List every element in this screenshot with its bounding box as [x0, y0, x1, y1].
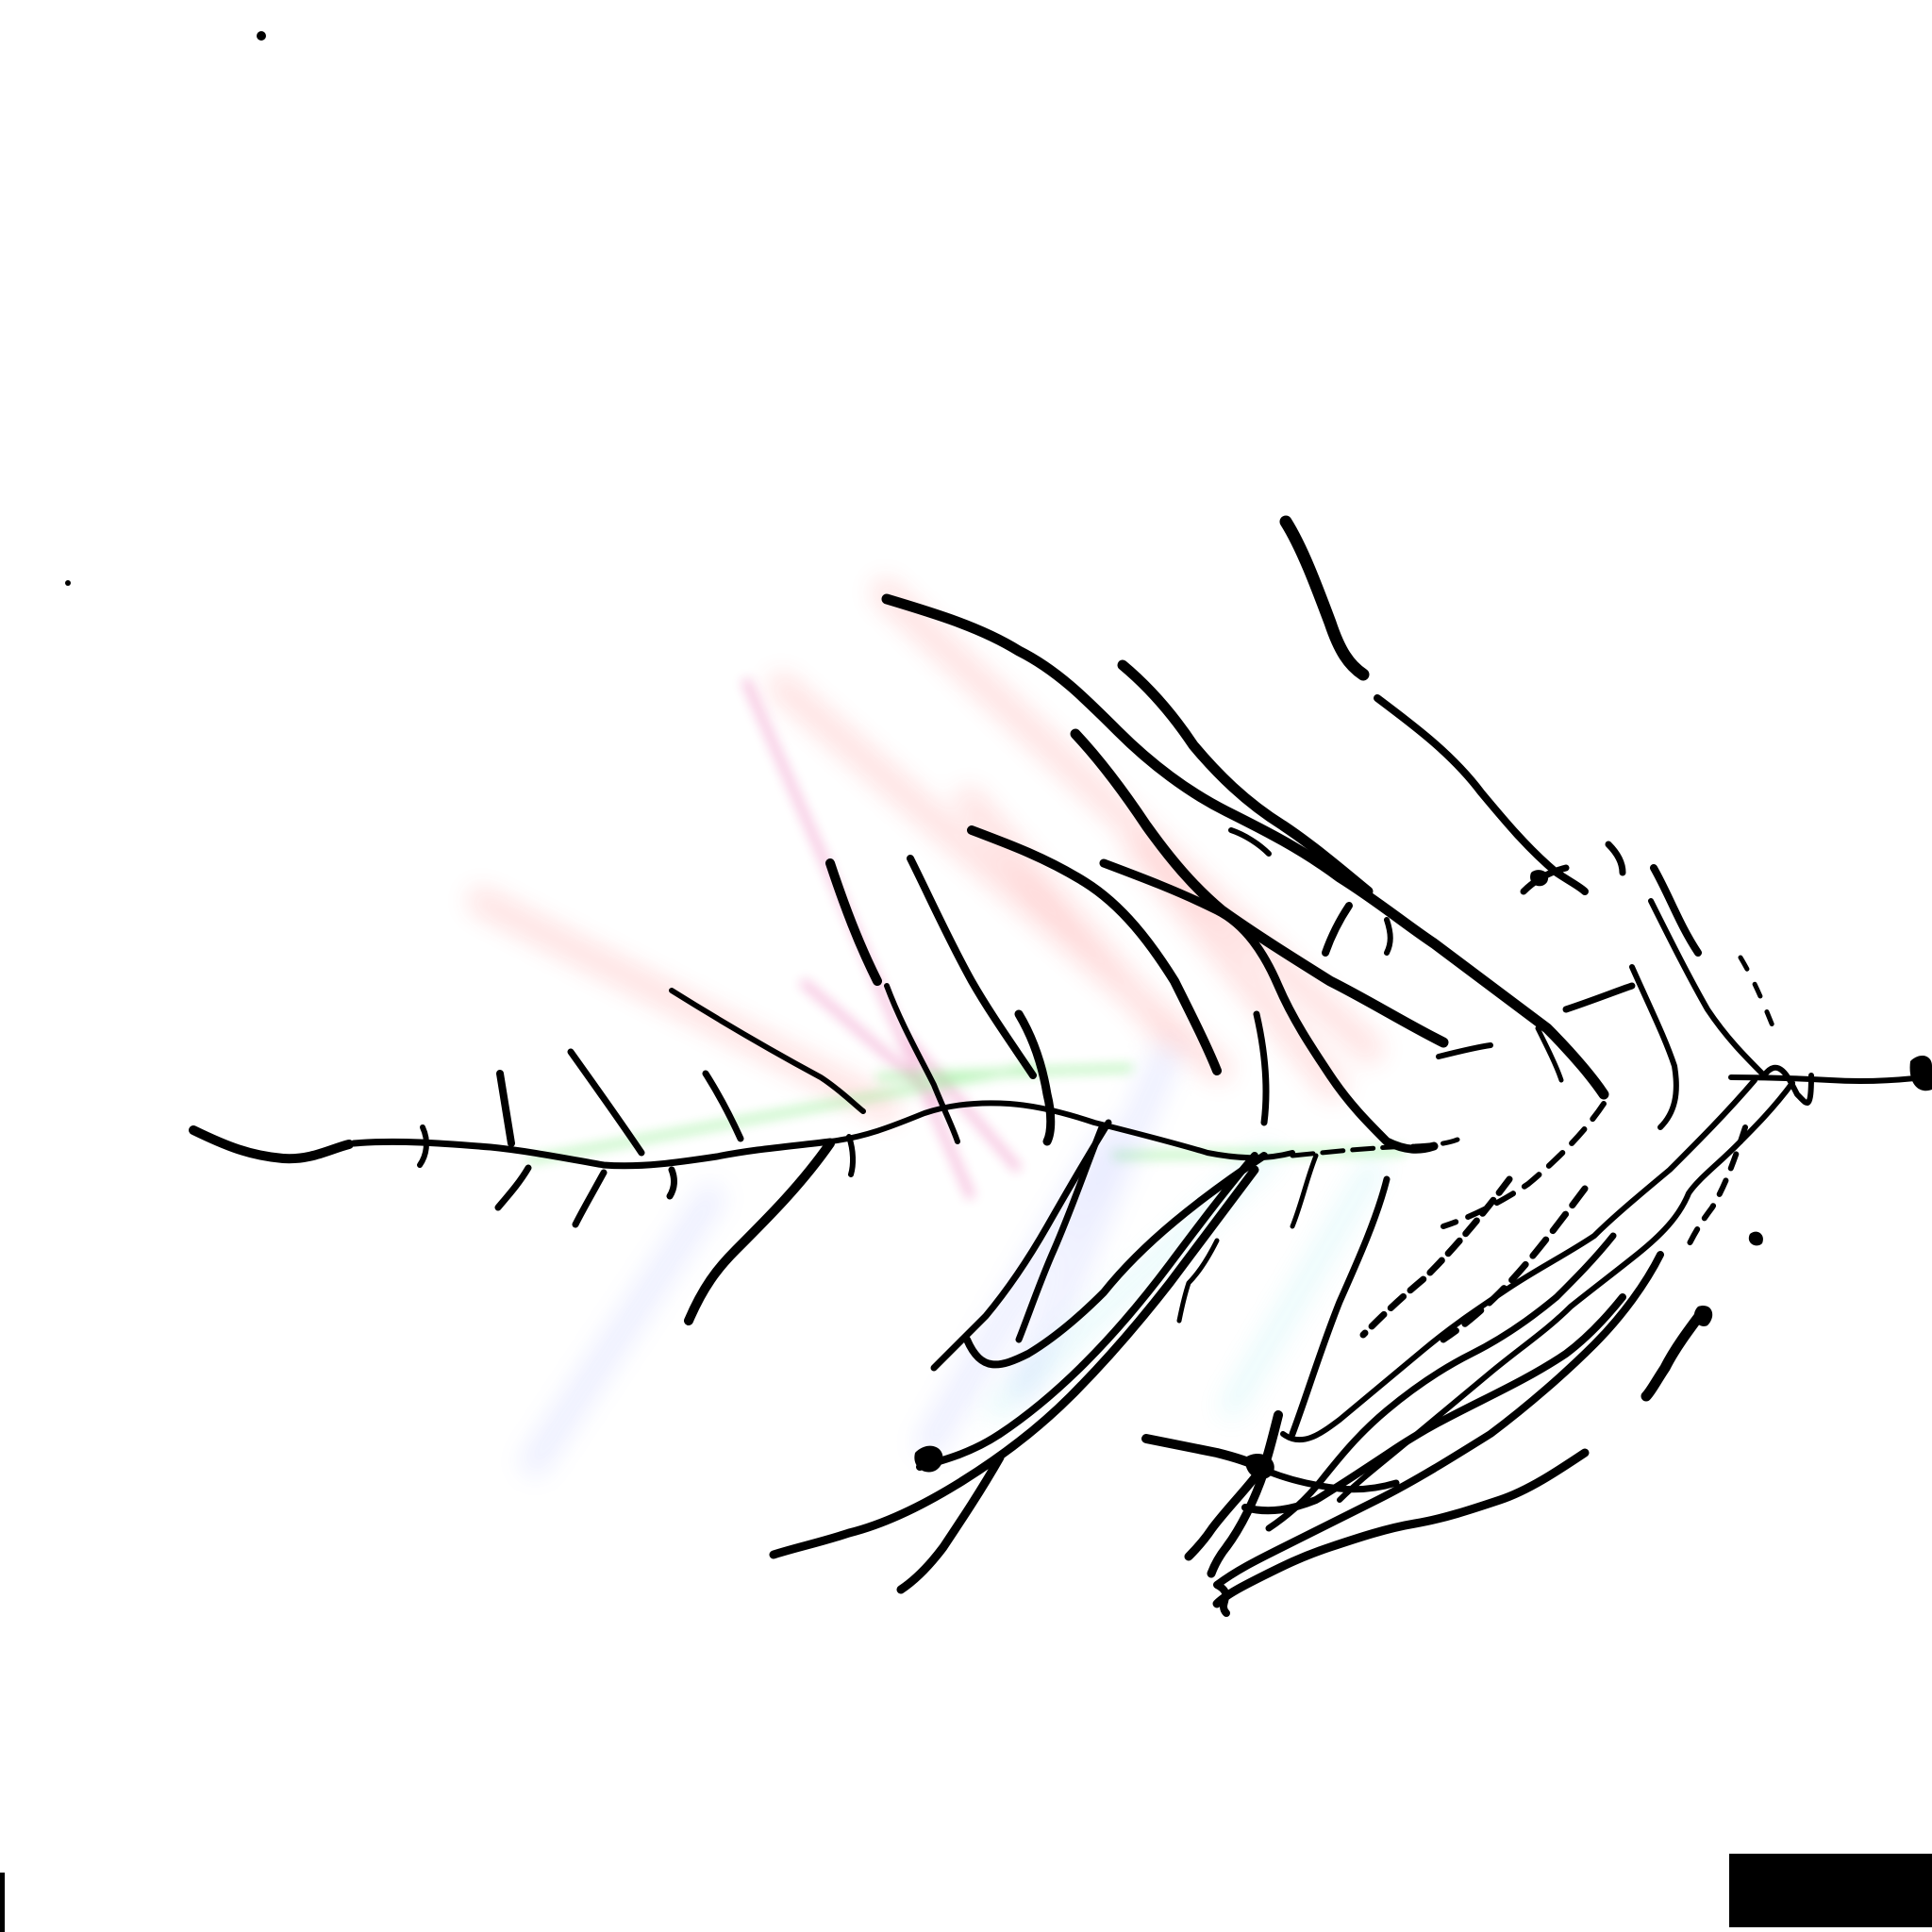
- spine-7: [572, 1169, 608, 1228]
- lower-fan-6: [1212, 1448, 1590, 1608]
- varicosity-4: [1530, 870, 1549, 887]
- soma-cluster-arm-e: [1265, 1468, 1400, 1493]
- mid-lower-branch-k: [1440, 1185, 1589, 1343]
- mid-lower-branch-f: [896, 1453, 1005, 1594]
- red-glow-streaks: [466, 576, 1385, 1123]
- lower-fan-5: [1213, 1251, 1664, 1617]
- mid-lower-branch-g: [1176, 1238, 1220, 1324]
- right-branch-f: [1436, 1042, 1493, 1059]
- varicosity-2: [1244, 1453, 1274, 1479]
- orientation-glow-layer: [466, 576, 1407, 1479]
- upper-branch-h: [1014, 1009, 1056, 1146]
- right-branch-e: [1562, 982, 1636, 1013]
- upper-branch-b: [1117, 659, 1374, 897]
- spine-4: [669, 988, 866, 1114]
- right-branch-g: [1535, 1025, 1564, 1083]
- right-branch-b: [1605, 841, 1626, 876]
- dendrite-tracing: [65, 31, 1932, 1617]
- top-right-branch: [1279, 515, 1370, 681]
- upper-branch-g-low: [884, 983, 960, 1144]
- lower-fan-8: [1686, 1124, 1748, 1248]
- spine-6: [494, 1164, 532, 1211]
- mid-lower-branch-a: [930, 1119, 1112, 1372]
- magenta-glow-streaks: [741, 677, 1023, 1200]
- upper-branch-c-spur: [1228, 827, 1272, 857]
- upper-branch-f: [907, 855, 1037, 1079]
- lower-left-branch: [684, 1139, 835, 1325]
- soma-axis: [1728, 1074, 1918, 1085]
- mid-lower-branch-i: [1289, 1175, 1391, 1438]
- mid-lower-branch-c: [963, 1152, 1268, 1369]
- lower-fan-1: [1280, 1077, 1757, 1443]
- soma-cluster-arm-d: [1207, 1467, 1269, 1578]
- top-right-branch-mid: [1374, 694, 1589, 895]
- cyan-glow-streaks: [984, 1143, 1386, 1423]
- mid-lower-branch-h: [1290, 1153, 1319, 1229]
- varicosity-5: [1748, 1231, 1763, 1246]
- spine-5: [417, 1124, 429, 1168]
- upper-branch-d: [967, 825, 1222, 1075]
- varicosity-1: [914, 1445, 943, 1473]
- lower-fan-4: [1241, 1293, 1626, 1515]
- spine-1: [496, 1070, 515, 1147]
- spine-2: [567, 1048, 645, 1157]
- upper-branch-i: [1253, 1010, 1270, 1126]
- lower-fan-9: [1441, 1101, 1607, 1229]
- lower-left-branch-stub: [846, 1134, 857, 1177]
- scale-bar: [1729, 1854, 1932, 1927]
- blue-glow-streaks: [518, 1041, 1181, 1479]
- mid-lower-branch-e: [769, 1165, 1259, 1559]
- top-right-branch-knot-b: [1384, 917, 1393, 956]
- mid-lower-branch-j: [1359, 1175, 1513, 1339]
- lower-fan-7: [1641, 1306, 1708, 1402]
- right-branch-a: [1650, 864, 1702, 957]
- mid-lower-branch-d: [916, 1152, 1258, 1471]
- spine-8: [666, 1166, 677, 1200]
- edge-mark: [0, 1873, 5, 1932]
- soma-cluster-arm-a: [1141, 1434, 1264, 1472]
- upper-branch-e: [1099, 858, 1439, 1154]
- spine-3: [702, 1070, 744, 1142]
- right-branch-h: [1738, 955, 1776, 1031]
- upper-branch-a: [881, 593, 1609, 1100]
- upper-branch-g: [825, 858, 882, 986]
- main-dendrite-trunk-right: [827, 1100, 1295, 1161]
- speck-left: [65, 580, 71, 586]
- lower-fan-3: [1265, 1232, 1617, 1532]
- main-dendrite-trunk-mid: [350, 1138, 834, 1170]
- mid-lower-branch-b: [1015, 1124, 1106, 1343]
- soma-cluster-arm-c: [1184, 1467, 1264, 1561]
- varicosity-3: [1693, 1306, 1713, 1326]
- right-branch-d: [1629, 964, 1679, 1130]
- right-branch-c: [1648, 898, 1814, 1106]
- main-dendrite-trunk: [189, 1125, 354, 1164]
- soma-tip: [1909, 1055, 1932, 1091]
- speck-top-left: [257, 31, 266, 41]
- top-right-branch-knot: [1322, 902, 1353, 957]
